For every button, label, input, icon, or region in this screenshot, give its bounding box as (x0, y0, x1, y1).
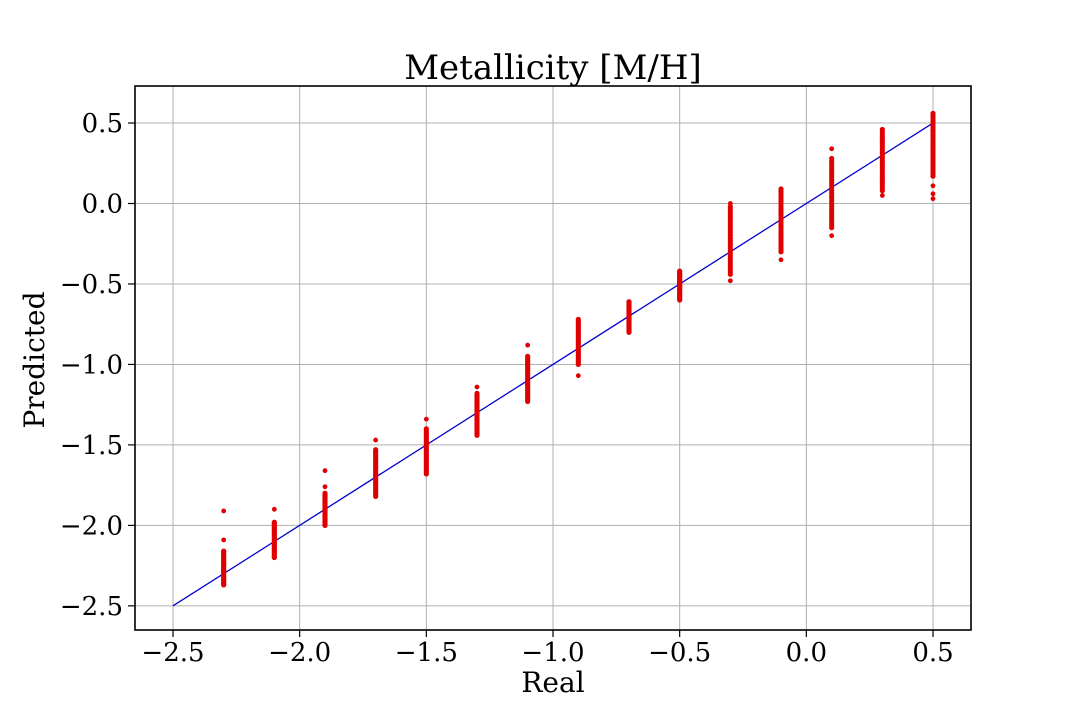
x-tick-label: 0.5 (912, 638, 953, 668)
data-point (677, 268, 683, 274)
point-cluster (778, 186, 784, 263)
outlier-point (727, 278, 733, 284)
x-tick-label: −1.5 (395, 638, 458, 668)
x-tick-label: −1.0 (521, 638, 584, 668)
data-point (778, 186, 784, 192)
outlier-point (322, 484, 328, 490)
point-cluster (626, 299, 632, 335)
reference-line-layer (172, 122, 934, 607)
point-cluster (575, 316, 581, 379)
grid-layer (135, 86, 971, 630)
point-cluster (727, 201, 733, 284)
point-cluster (525, 342, 531, 405)
point-cluster (930, 110, 936, 202)
point-cluster (829, 146, 835, 239)
x-tick-label: −0.5 (648, 638, 711, 668)
outlier-point (575, 373, 581, 379)
point-cluster (879, 126, 885, 198)
x-tick-label: 0.0 (786, 638, 827, 668)
outlier-point (778, 257, 784, 263)
data-point (626, 299, 632, 305)
outlier-point (322, 468, 328, 474)
outlier-point (829, 233, 835, 239)
y-tick-label: −2.0 (60, 511, 123, 541)
y-tick-label: −0.5 (60, 270, 123, 300)
outlier-point (373, 437, 379, 443)
data-point (474, 390, 480, 397)
point-cluster (423, 416, 429, 477)
data-points-layer (221, 110, 936, 588)
data-point (221, 548, 227, 554)
outlier-point (525, 342, 531, 348)
outlier-point (930, 191, 936, 197)
data-point (271, 519, 277, 525)
y-tick-label: −1.0 (60, 350, 123, 380)
y-axis-label: Predicted (18, 291, 51, 428)
data-point (373, 447, 379, 453)
outlier-point (474, 384, 480, 390)
point-cluster (221, 508, 227, 588)
data-point (525, 353, 531, 359)
x-tick-label: −2.5 (141, 638, 204, 668)
outlier-point (221, 508, 227, 514)
data-point (930, 110, 936, 116)
point-cluster (677, 268, 683, 303)
outlier-point (879, 193, 885, 198)
reference-line (172, 122, 934, 607)
y-axis-ticks: −2.5 −2.0 −1.5 −1.0 −0.5 0.0 0.5 (60, 109, 135, 622)
data-point (423, 426, 429, 432)
outlier-point (727, 201, 733, 206)
y-tick-label: 0.5 (82, 109, 123, 139)
chart-title: Metallicity [M/H] (404, 48, 702, 88)
y-tick-label: 0.0 (82, 189, 123, 219)
data-point (879, 126, 885, 133)
outlier-point (829, 146, 835, 152)
y-tick-label: −2.5 (60, 592, 123, 622)
outlier-point (221, 537, 227, 543)
data-point (829, 155, 835, 162)
point-cluster (474, 384, 480, 438)
x-axis-label: Real (521, 666, 584, 699)
data-point (575, 316, 581, 322)
outlier-point (930, 196, 936, 202)
outlier-point (930, 183, 936, 189)
outlier-point (423, 416, 429, 422)
point-cluster (322, 468, 328, 528)
point-cluster (373, 437, 379, 500)
outlier-point (271, 506, 277, 512)
data-point (322, 490, 328, 496)
y-tick-label: −1.5 (60, 431, 123, 461)
x-axis-ticks: −2.5 −2.0 −1.5 −1.0 −0.5 0.0 0.5 (141, 630, 954, 668)
point-cluster (271, 506, 277, 561)
x-tick-label: −2.0 (268, 638, 331, 668)
